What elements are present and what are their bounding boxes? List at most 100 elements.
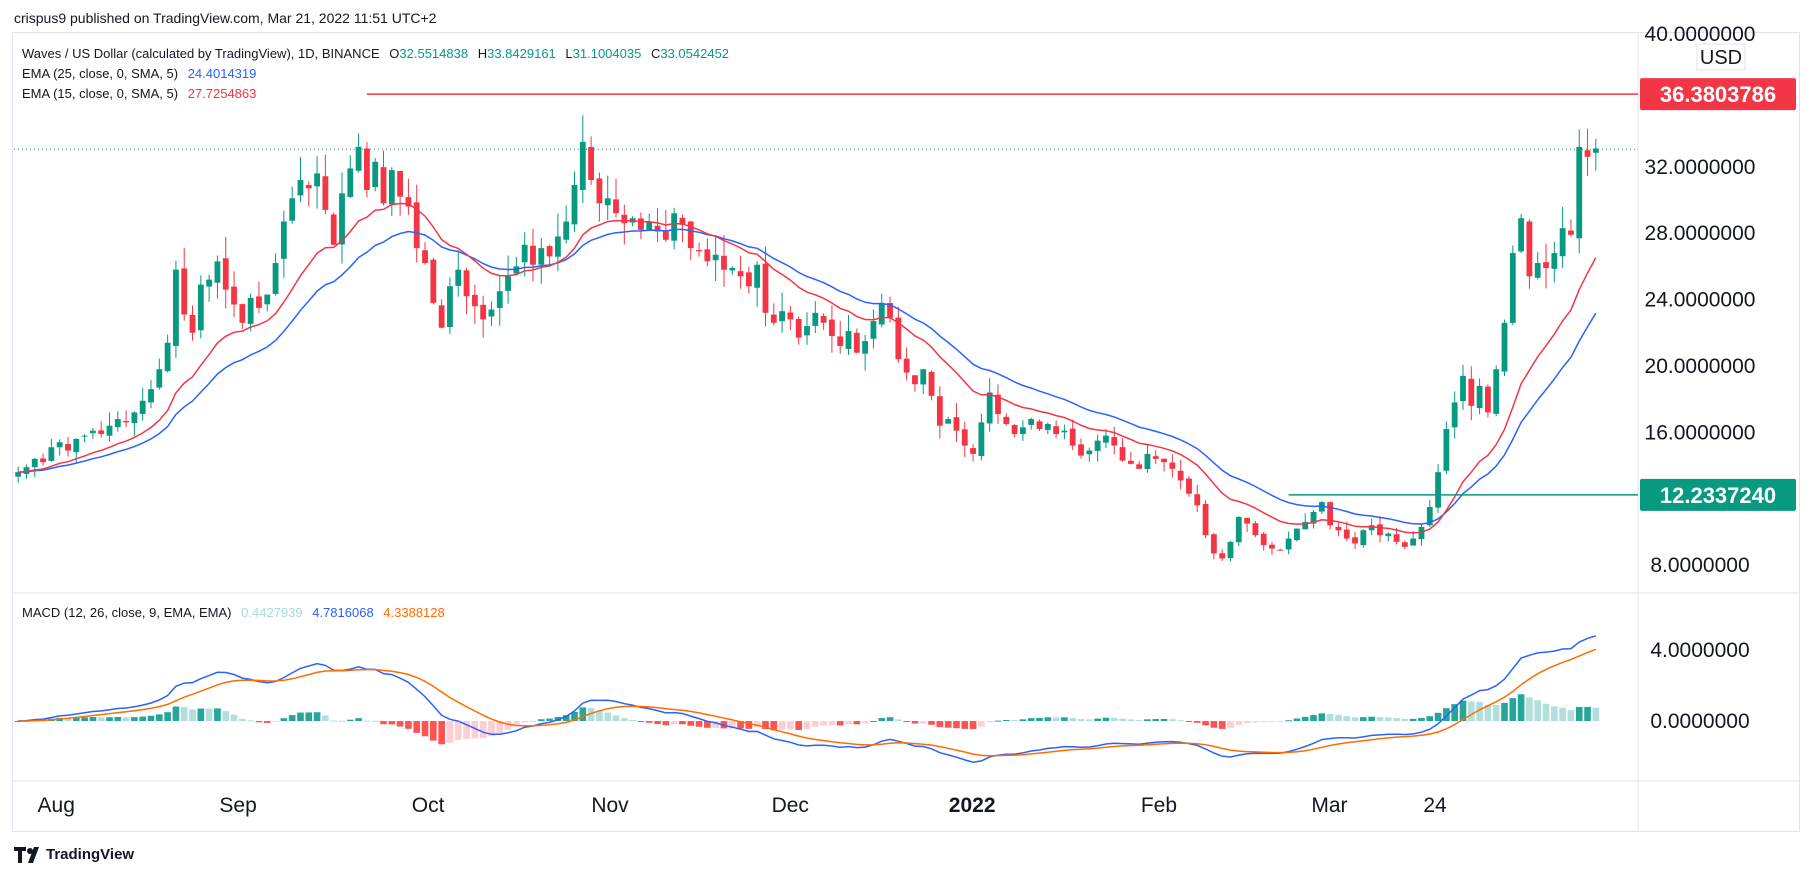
candle-body[interactable] bbox=[762, 263, 769, 313]
candle-body[interactable] bbox=[322, 176, 329, 210]
candle-body[interactable] bbox=[829, 319, 835, 337]
candle-body[interactable] bbox=[1377, 524, 1383, 536]
candle-body[interactable] bbox=[430, 259, 437, 303]
candle-body[interactable] bbox=[1127, 460, 1134, 464]
candle-body[interactable] bbox=[1360, 530, 1367, 546]
candle-body[interactable] bbox=[73, 438, 80, 453]
candle-body[interactable] bbox=[696, 250, 702, 252]
candle-body[interactable] bbox=[1003, 416, 1010, 425]
candle-body[interactable] bbox=[579, 141, 586, 190]
candle-body[interactable] bbox=[1393, 534, 1400, 542]
candle-body[interactable] bbox=[413, 202, 420, 249]
currency-label[interactable]: USD bbox=[1700, 47, 1742, 69]
candle-body[interactable] bbox=[521, 244, 528, 263]
candle-body[interactable] bbox=[903, 358, 910, 373]
candle-body[interactable] bbox=[1368, 525, 1375, 531]
candle-body[interactable] bbox=[1327, 502, 1334, 526]
candle-body[interactable] bbox=[837, 336, 844, 347]
candle-body[interactable] bbox=[1235, 516, 1242, 543]
candle-body[interactable] bbox=[986, 392, 993, 424]
candle-body[interactable] bbox=[289, 198, 296, 221]
candle-body[interactable] bbox=[721, 255, 727, 270]
candle-body[interactable] bbox=[305, 184, 312, 189]
candle-body[interactable] bbox=[372, 161, 379, 188]
candle-body[interactable] bbox=[1061, 430, 1068, 433]
candle-body[interactable] bbox=[1410, 538, 1417, 546]
candle-body[interactable] bbox=[447, 286, 453, 328]
candle-body[interactable] bbox=[56, 442, 63, 448]
candle-body[interactable] bbox=[1451, 402, 1458, 428]
candle-body[interactable] bbox=[995, 394, 1001, 415]
candle-body[interactable] bbox=[380, 167, 387, 204]
candle-body[interactable] bbox=[878, 302, 885, 325]
candle-body[interactable] bbox=[256, 296, 262, 308]
candle-body[interactable] bbox=[1534, 263, 1541, 278]
candle-body[interactable] bbox=[613, 199, 619, 214]
candle-body[interactable] bbox=[945, 419, 952, 424]
candle-body[interactable] bbox=[264, 294, 271, 305]
candle-body[interactable] bbox=[1385, 533, 1392, 537]
candle-body[interactable] bbox=[197, 284, 204, 331]
candle-body[interactable] bbox=[347, 168, 354, 197]
candle-body[interactable] bbox=[1269, 544, 1275, 549]
candle-body[interactable] bbox=[363, 148, 370, 191]
candle-body[interactable] bbox=[845, 331, 852, 349]
candle-body[interactable] bbox=[1144, 453, 1151, 470]
candle-body[interactable] bbox=[189, 314, 196, 333]
candle-body[interactable] bbox=[1136, 464, 1143, 469]
candle-body[interactable] bbox=[1177, 470, 1184, 481]
candle-body[interactable] bbox=[1294, 528, 1300, 541]
candle-body[interactable] bbox=[1501, 322, 1508, 372]
candle-body[interactable] bbox=[1252, 523, 1259, 536]
candle-body[interactable] bbox=[729, 268, 736, 271]
candle-body[interactable] bbox=[173, 269, 179, 346]
candle-body[interactable] bbox=[98, 430, 105, 434]
candle-body[interactable] bbox=[704, 249, 711, 262]
candle-body[interactable] bbox=[422, 250, 428, 264]
candle-body[interactable] bbox=[231, 286, 237, 305]
candle-body[interactable] bbox=[1352, 537, 1358, 544]
candle-body[interactable] bbox=[887, 303, 893, 318]
currency-box[interactable] bbox=[1696, 43, 1746, 71]
candle-body[interactable] bbox=[272, 263, 279, 294]
candle-body[interactable] bbox=[596, 178, 603, 204]
candle-body[interactable] bbox=[463, 270, 470, 297]
candle-body[interactable] bbox=[405, 197, 412, 207]
candle-body[interactable] bbox=[1302, 521, 1309, 530]
candle-body[interactable] bbox=[654, 225, 661, 232]
candle-body[interactable] bbox=[563, 221, 570, 240]
candle-body[interactable] bbox=[953, 417, 960, 431]
candle-body[interactable] bbox=[355, 146, 362, 171]
candle-body[interactable] bbox=[1069, 428, 1076, 446]
candle-body[interactable] bbox=[978, 422, 985, 457]
candle-body[interactable] bbox=[181, 268, 188, 315]
candle-body[interactable] bbox=[1244, 517, 1251, 524]
candle-body[interactable] bbox=[1543, 262, 1549, 269]
candle-body[interactable] bbox=[1335, 526, 1342, 531]
candle-body[interactable] bbox=[488, 309, 495, 317]
candle-body[interactable] bbox=[530, 245, 536, 265]
candle-body[interactable] bbox=[1152, 456, 1159, 459]
candle-body[interactable] bbox=[280, 221, 287, 259]
candle-body[interactable] bbox=[920, 369, 927, 385]
candle-body[interactable] bbox=[247, 297, 254, 324]
candle-body[interactable] bbox=[662, 231, 669, 240]
candle-body[interactable] bbox=[471, 294, 478, 307]
candle-body[interactable] bbox=[1584, 150, 1591, 157]
candle-body[interactable] bbox=[646, 221, 653, 230]
candle-body[interactable] bbox=[1460, 375, 1466, 401]
candle-body[interactable] bbox=[65, 444, 71, 451]
candle-body[interactable] bbox=[397, 170, 404, 197]
candle-body[interactable] bbox=[222, 258, 229, 290]
candle-body[interactable] bbox=[895, 317, 902, 360]
candle-body[interactable] bbox=[745, 272, 752, 287]
candle-body[interactable] bbox=[787, 312, 794, 320]
candle-body[interactable] bbox=[81, 435, 88, 437]
candle-body[interactable] bbox=[621, 214, 628, 224]
candle-body[interactable] bbox=[795, 318, 802, 338]
candle-body[interactable] bbox=[1484, 386, 1491, 413]
candle-body[interactable] bbox=[1202, 503, 1209, 536]
candle-body[interactable] bbox=[480, 304, 487, 320]
candle-body[interactable] bbox=[1401, 542, 1408, 547]
